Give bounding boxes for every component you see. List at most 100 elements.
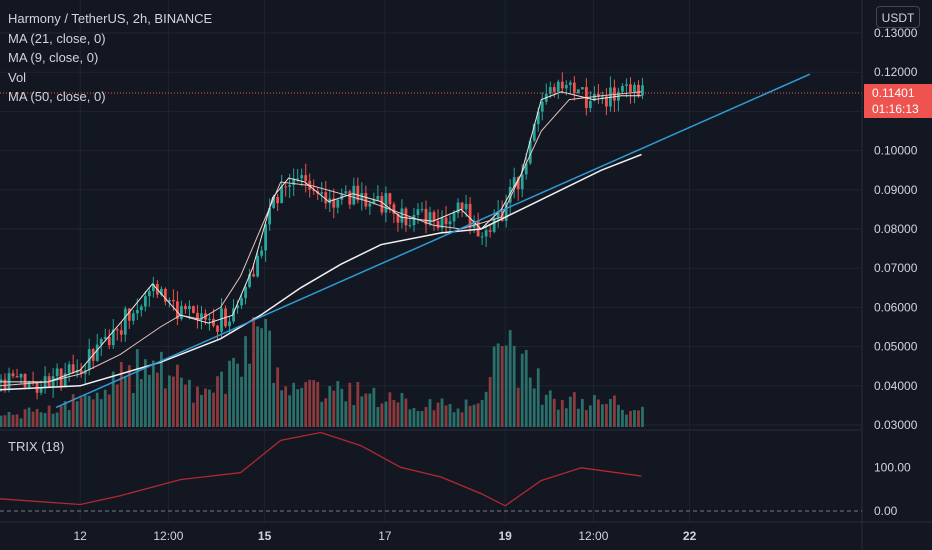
- volume-bar: [107, 394, 111, 427]
- candle-body: [592, 93, 596, 101]
- volume-bar: [111, 371, 115, 427]
- candle-body: [143, 296, 147, 307]
- candle-body: [400, 208, 404, 223]
- volume-bar: [352, 405, 356, 427]
- candle-body: [532, 124, 536, 141]
- volume-bar: [63, 401, 67, 427]
- volume-bar: [131, 393, 135, 427]
- candle-body: [115, 329, 119, 331]
- candle-body: [276, 197, 280, 204]
- volume-bar: [35, 408, 39, 427]
- candle-body: [356, 185, 360, 201]
- volume-bar: [296, 389, 300, 427]
- volume-bar: [59, 406, 63, 427]
- volume-bar: [216, 376, 219, 427]
- candle-body: [95, 344, 99, 361]
- candle-body: [208, 318, 211, 320]
- candle-body: [480, 236, 484, 238]
- volume-bar: [472, 404, 476, 427]
- candle-body: [292, 178, 296, 185]
- candle-body: [107, 336, 111, 346]
- volume-bar: [568, 396, 572, 427]
- candle-body: [135, 310, 139, 314]
- volume-bar: [613, 395, 616, 427]
- candle-body: [288, 184, 292, 187]
- volume-bar: [147, 374, 151, 427]
- candle-body: [324, 192, 328, 204]
- volume-bar: [516, 387, 520, 427]
- volume-bar: [524, 350, 528, 427]
- volume-bar: [380, 403, 384, 427]
- candle-body: [27, 381, 31, 388]
- candle-body: [256, 255, 259, 277]
- candle-body: [79, 370, 83, 374]
- volume-bar: [123, 375, 127, 427]
- bar-countdown-label: 01:16:13: [872, 102, 919, 116]
- candle-body: [596, 93, 600, 97]
- candle-body: [633, 84, 636, 93]
- candle-body: [352, 185, 356, 205]
- volume-bar: [248, 363, 251, 427]
- volume-bar: [428, 399, 432, 427]
- candle-body: [139, 306, 143, 311]
- candle-body: [508, 187, 512, 203]
- candle-body: [496, 211, 500, 218]
- candle-body: [568, 82, 572, 85]
- candle-body: [147, 291, 151, 297]
- symbol-title[interactable]: Harmony / TetherUS, 2h, BINANCE: [8, 11, 213, 26]
- legend-ma50[interactable]: MA (50, close, 0): [8, 89, 106, 104]
- volume-bar: [236, 363, 239, 427]
- volume-bar: [400, 392, 404, 427]
- volume-bar: [159, 351, 163, 427]
- candle-body: [332, 198, 336, 208]
- volume-bar: [444, 405, 448, 427]
- volume-bar: [621, 409, 624, 427]
- volume-bar: [0, 415, 3, 427]
- volume-bar: [208, 389, 211, 427]
- volume-bar: [75, 401, 79, 427]
- volume-bar: [512, 345, 516, 427]
- time-tick-label: 12:00: [153, 529, 183, 543]
- candle-body: [19, 373, 23, 378]
- candle-body: [284, 186, 288, 188]
- candle-body: [436, 220, 440, 229]
- volume-bar: [23, 409, 27, 427]
- candle-body: [200, 313, 203, 320]
- candle-body: [71, 364, 75, 373]
- currency-selector[interactable]: USDT: [876, 6, 920, 28]
- price-tick-label: 0.12000: [874, 65, 918, 79]
- volume-bar: [167, 375, 171, 427]
- volume-bar: [272, 383, 276, 427]
- volume-bar: [268, 330, 272, 427]
- legend-ma21[interactable]: MA (21, close, 0): [8, 30, 106, 46]
- volume-bar: [580, 398, 584, 427]
- volume-bar: [308, 379, 312, 427]
- candle-body: [55, 368, 59, 377]
- volume-bar: [232, 357, 235, 427]
- candle-body: [464, 203, 468, 210]
- volume-bar: [151, 360, 155, 427]
- candle-body: [236, 305, 239, 309]
- time-tick-label: 19: [498, 529, 512, 543]
- trix-tick-label: 100.00: [874, 460, 911, 474]
- legend-ma9[interactable]: MA (9, close, 0): [8, 50, 99, 65]
- volume-bar: [184, 384, 187, 427]
- volume-bar: [115, 384, 119, 427]
- volume-bar: [7, 411, 11, 427]
- volume-bar: [344, 401, 348, 427]
- candle-body: [212, 318, 215, 326]
- volume-bar: [312, 380, 316, 427]
- candle-body: [456, 202, 460, 214]
- volume-bar: [508, 330, 512, 427]
- volume-bar: [609, 398, 612, 427]
- volume-bar: [464, 399, 468, 427]
- time-tick-label: 12:00: [578, 529, 608, 543]
- volume-bar: [360, 396, 364, 427]
- legend-vol[interactable]: Vol: [8, 69, 27, 85]
- candle-body: [264, 224, 268, 251]
- trix-legend[interactable]: TRIX (18): [8, 439, 65, 454]
- candle-body: [504, 202, 508, 221]
- candle-body: [512, 177, 516, 188]
- candle-body: [516, 177, 520, 190]
